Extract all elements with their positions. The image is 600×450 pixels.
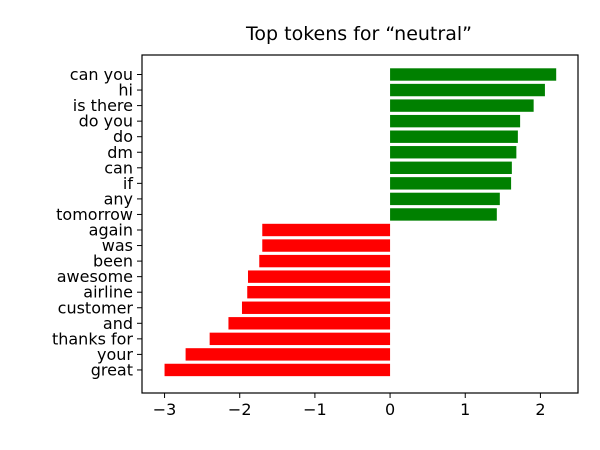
x-tick-label: −2 xyxy=(228,400,252,419)
bar xyxy=(390,146,517,159)
bar xyxy=(390,114,521,128)
y-tick-label: and xyxy=(103,314,133,333)
bar xyxy=(259,254,391,268)
x-axis: −3 −2 −1 0 1 2 xyxy=(153,393,546,419)
chart-title: Top tokens for “neutral” xyxy=(245,23,472,45)
y-tick-label: again xyxy=(89,221,133,240)
y-tick-label: do you xyxy=(79,112,133,131)
y-tick-label: hi xyxy=(118,81,133,100)
bar xyxy=(241,301,391,314)
x-tick-label: −3 xyxy=(153,400,177,419)
bar xyxy=(164,363,391,377)
y-tick-label: can xyxy=(104,158,133,177)
y-tick-label: can you xyxy=(70,65,133,84)
bar xyxy=(209,332,391,346)
y-tick-label: dm xyxy=(107,143,133,162)
y-tick-label: airline xyxy=(83,283,133,302)
y-tick-label: any xyxy=(104,189,133,208)
y-tick-label: your xyxy=(97,345,133,364)
bar xyxy=(390,208,497,221)
bar xyxy=(247,270,391,283)
x-tick-label: 2 xyxy=(535,400,545,419)
bar xyxy=(390,177,512,190)
bar xyxy=(390,161,512,174)
bar xyxy=(390,192,500,206)
y-tick-label: if xyxy=(123,174,133,193)
y-tick-label: do xyxy=(113,127,133,146)
y-tick-label: tomorrow xyxy=(56,205,133,224)
bar xyxy=(390,99,534,112)
bar xyxy=(262,223,391,237)
y-tick-label: is there xyxy=(73,96,133,115)
bar xyxy=(390,130,518,143)
x-tick-label: 0 xyxy=(385,400,395,419)
plot-frame xyxy=(141,54,579,394)
x-tick-label: 1 xyxy=(460,400,470,419)
y-tick-label: been xyxy=(93,252,133,271)
bar xyxy=(185,348,391,361)
bar xyxy=(390,83,545,97)
y-tick-label: great xyxy=(91,360,133,379)
x-tick-label: −1 xyxy=(303,400,327,419)
y-tick-label: thanks for xyxy=(52,329,133,348)
bar xyxy=(247,286,391,299)
bar xyxy=(228,317,391,330)
y-tick-label: customer xyxy=(58,298,134,317)
bars-group xyxy=(164,68,557,377)
y-tick-label: was xyxy=(102,236,133,255)
bar xyxy=(390,68,557,81)
y-tick-label: awesome xyxy=(57,267,133,286)
bar xyxy=(262,239,391,252)
